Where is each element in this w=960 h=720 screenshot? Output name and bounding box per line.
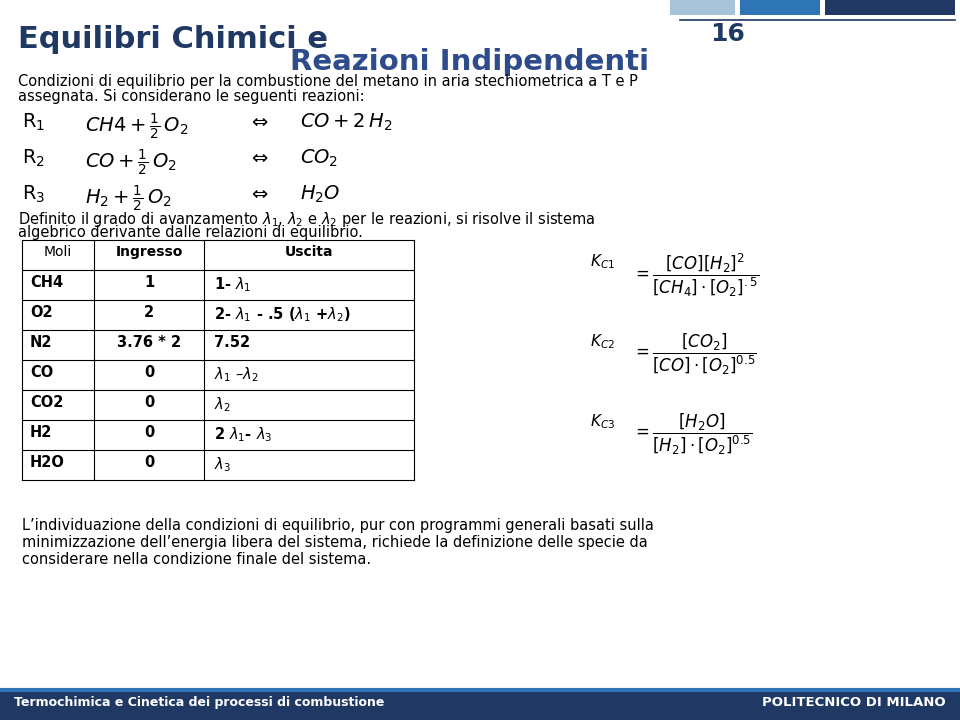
Text: $K_{C2}$: $K_{C2}$ bbox=[590, 332, 615, 351]
Text: 2- $\lambda_1$ - .5 ($\lambda_1$ +$\lambda_2$): 2- $\lambda_1$ - .5 ($\lambda_1$ +$\lamb… bbox=[214, 305, 350, 324]
Text: L’individuazione della condizioni di equilibrio, pur con programmi generali basa: L’individuazione della condizioni di equ… bbox=[22, 518, 654, 533]
Text: $H_2O$: $H_2O$ bbox=[300, 184, 341, 205]
Text: 2 $\lambda_1$- $\lambda_3$: 2 $\lambda_1$- $\lambda_3$ bbox=[214, 425, 273, 444]
Text: Termochimica e Cinetica dei processi di combustione: Termochimica e Cinetica dei processi di … bbox=[14, 696, 384, 709]
Text: N2: N2 bbox=[30, 335, 53, 350]
Text: Equilibri Chimici e: Equilibri Chimici e bbox=[18, 25, 328, 54]
Text: 16: 16 bbox=[710, 22, 745, 46]
Text: R$_1$: R$_1$ bbox=[22, 112, 45, 133]
Text: $\Leftrightarrow$: $\Leftrightarrow$ bbox=[248, 112, 269, 131]
Text: 0: 0 bbox=[144, 425, 155, 440]
Text: O2: O2 bbox=[30, 305, 53, 320]
Text: $CH4 + \frac{1}{2}\,O_2$: $CH4 + \frac{1}{2}\,O_2$ bbox=[85, 112, 188, 142]
Text: 0: 0 bbox=[144, 365, 155, 380]
Text: H2: H2 bbox=[30, 425, 53, 440]
Text: minimizzazione dell’energia libera del sistema, richiede la definizione delle sp: minimizzazione dell’energia libera del s… bbox=[22, 535, 648, 550]
Text: $CO + \frac{1}{2}\,O_2$: $CO + \frac{1}{2}\,O_2$ bbox=[85, 148, 177, 178]
Text: CH4: CH4 bbox=[30, 275, 63, 290]
Text: $\lambda_1$ –$\lambda_2$: $\lambda_1$ –$\lambda_2$ bbox=[214, 365, 258, 384]
Text: R$_3$: R$_3$ bbox=[22, 184, 45, 205]
Text: Condizioni di equilibrio per la combustione del metano in aria stechiometrica a : Condizioni di equilibrio per la combusti… bbox=[18, 74, 637, 89]
Text: Uscita: Uscita bbox=[285, 245, 333, 259]
Text: $= \dfrac{[CO_2]}{[CO]\cdot[O_2]^{0.5}}$: $= \dfrac{[CO_2]}{[CO]\cdot[O_2]^{0.5}}$ bbox=[632, 332, 757, 377]
Text: 7.52: 7.52 bbox=[214, 335, 251, 350]
Text: 0: 0 bbox=[144, 395, 155, 410]
Text: $K_{C3}$: $K_{C3}$ bbox=[590, 412, 615, 431]
Text: Reazioni Indipendenti: Reazioni Indipendenti bbox=[290, 48, 649, 76]
Text: $\lambda_2$: $\lambda_2$ bbox=[214, 395, 230, 414]
Text: $H_2 + \frac{1}{2}\,O_2$: $H_2 + \frac{1}{2}\,O_2$ bbox=[85, 184, 172, 214]
Text: $CO_2$: $CO_2$ bbox=[300, 148, 338, 169]
Text: $\lambda_3$: $\lambda_3$ bbox=[214, 455, 231, 474]
Text: 2: 2 bbox=[144, 305, 154, 320]
Text: Definito il grado di avanzamento $\lambda_1$, $\lambda_2$ e $\lambda_2$ per le r: Definito il grado di avanzamento $\lambd… bbox=[18, 210, 595, 229]
Text: 3.76 * 2: 3.76 * 2 bbox=[117, 335, 181, 350]
Text: 1- $\lambda_1$: 1- $\lambda_1$ bbox=[214, 275, 252, 294]
Text: 1: 1 bbox=[144, 275, 155, 290]
Text: CO2: CO2 bbox=[30, 395, 63, 410]
Text: H2O: H2O bbox=[30, 455, 65, 470]
Text: assegnata. Si considerano le seguenti reazioni:: assegnata. Si considerano le seguenti re… bbox=[18, 89, 365, 104]
Text: Ingresso: Ingresso bbox=[115, 245, 182, 259]
Text: considerare nella condizione finale del sistema.: considerare nella condizione finale del … bbox=[22, 552, 372, 567]
FancyBboxPatch shape bbox=[740, 0, 820, 15]
Text: 0: 0 bbox=[144, 455, 155, 470]
Text: POLITECNICO DI MILANO: POLITECNICO DI MILANO bbox=[762, 696, 946, 709]
Text: R$_2$: R$_2$ bbox=[22, 148, 45, 169]
Text: algebrico derivante dalle relazioni di equilibrio.: algebrico derivante dalle relazioni di e… bbox=[18, 225, 363, 240]
Text: Moli: Moli bbox=[44, 245, 72, 259]
Text: $\Leftrightarrow$: $\Leftrightarrow$ bbox=[248, 148, 269, 167]
FancyBboxPatch shape bbox=[0, 690, 960, 720]
Text: $CO + 2\,H_2$: $CO + 2\,H_2$ bbox=[300, 112, 393, 133]
FancyBboxPatch shape bbox=[825, 0, 955, 15]
Text: CO: CO bbox=[30, 365, 53, 380]
Text: $K_{C1}$: $K_{C1}$ bbox=[590, 252, 615, 271]
Text: $= \dfrac{[CO][H_2]^2}{[CH_4]\cdot[O_2]^{.5}}$: $= \dfrac{[CO][H_2]^2}{[CH_4]\cdot[O_2]^… bbox=[632, 252, 759, 300]
Text: $= \dfrac{[H_2O]}{[H_2]\cdot[O_2]^{0.5}}$: $= \dfrac{[H_2O]}{[H_2]\cdot[O_2]^{0.5}}… bbox=[632, 412, 753, 457]
FancyBboxPatch shape bbox=[670, 0, 735, 15]
Text: $\Leftrightarrow$: $\Leftrightarrow$ bbox=[248, 184, 269, 203]
